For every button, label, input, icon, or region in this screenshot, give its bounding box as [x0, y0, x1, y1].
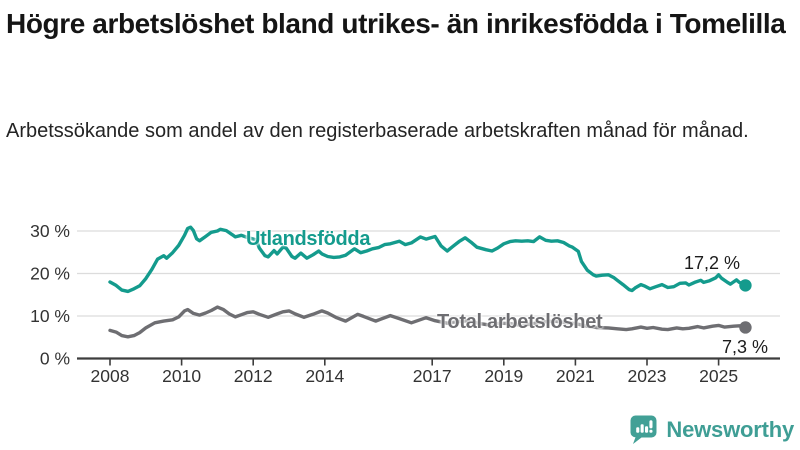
end-value-label-total: 7,3 %	[722, 337, 769, 357]
end-value-label-utlandsfodda: 17,2 %	[684, 253, 741, 273]
line-series-0	[108, 225, 748, 294]
y-axis-tick-label: 10 %	[30, 306, 70, 326]
y-axis-tick-label: 0 %	[40, 349, 70, 369]
series-label-utlandsfodda: Utlandsfödda	[246, 228, 371, 250]
series-label-total-arbetsloshet: Total arbetslöshet	[437, 311, 603, 333]
x-axis-tick-label: 2012	[234, 366, 273, 386]
x-axis-tick-label: 2021	[556, 366, 595, 386]
x-axis-tick-label: 2017	[413, 366, 452, 386]
x-axis-tick-label: 2025	[699, 366, 738, 386]
x-axis-tick-label: 2010	[162, 366, 201, 386]
x-axis-tick-label: 2014	[305, 366, 344, 386]
line-series-1	[108, 305, 748, 339]
chart-subtitle: Arbetssökande som andel av den registerb…	[6, 120, 749, 142]
x-axis-tick-label: 2023	[628, 366, 667, 386]
series-end-dot-1	[739, 321, 752, 334]
y-axis-tick-label: 30 %	[30, 221, 70, 241]
y-axis-tick-label: 20 %	[30, 264, 70, 284]
newsworthy-wordmark: Newsworthy	[666, 416, 794, 442]
newsworthy-bubble-chart-icon	[630, 415, 657, 444]
newsworthy-logo[interactable]: Newsworthy	[629, 414, 794, 445]
x-axis-tick-label: 2008	[91, 366, 130, 386]
page-title: Högre arbetslöshet bland utrikes- än inr…	[6, 8, 786, 39]
series-end-dot-0	[739, 279, 752, 292]
x-axis-tick-label: 2019	[484, 366, 523, 386]
